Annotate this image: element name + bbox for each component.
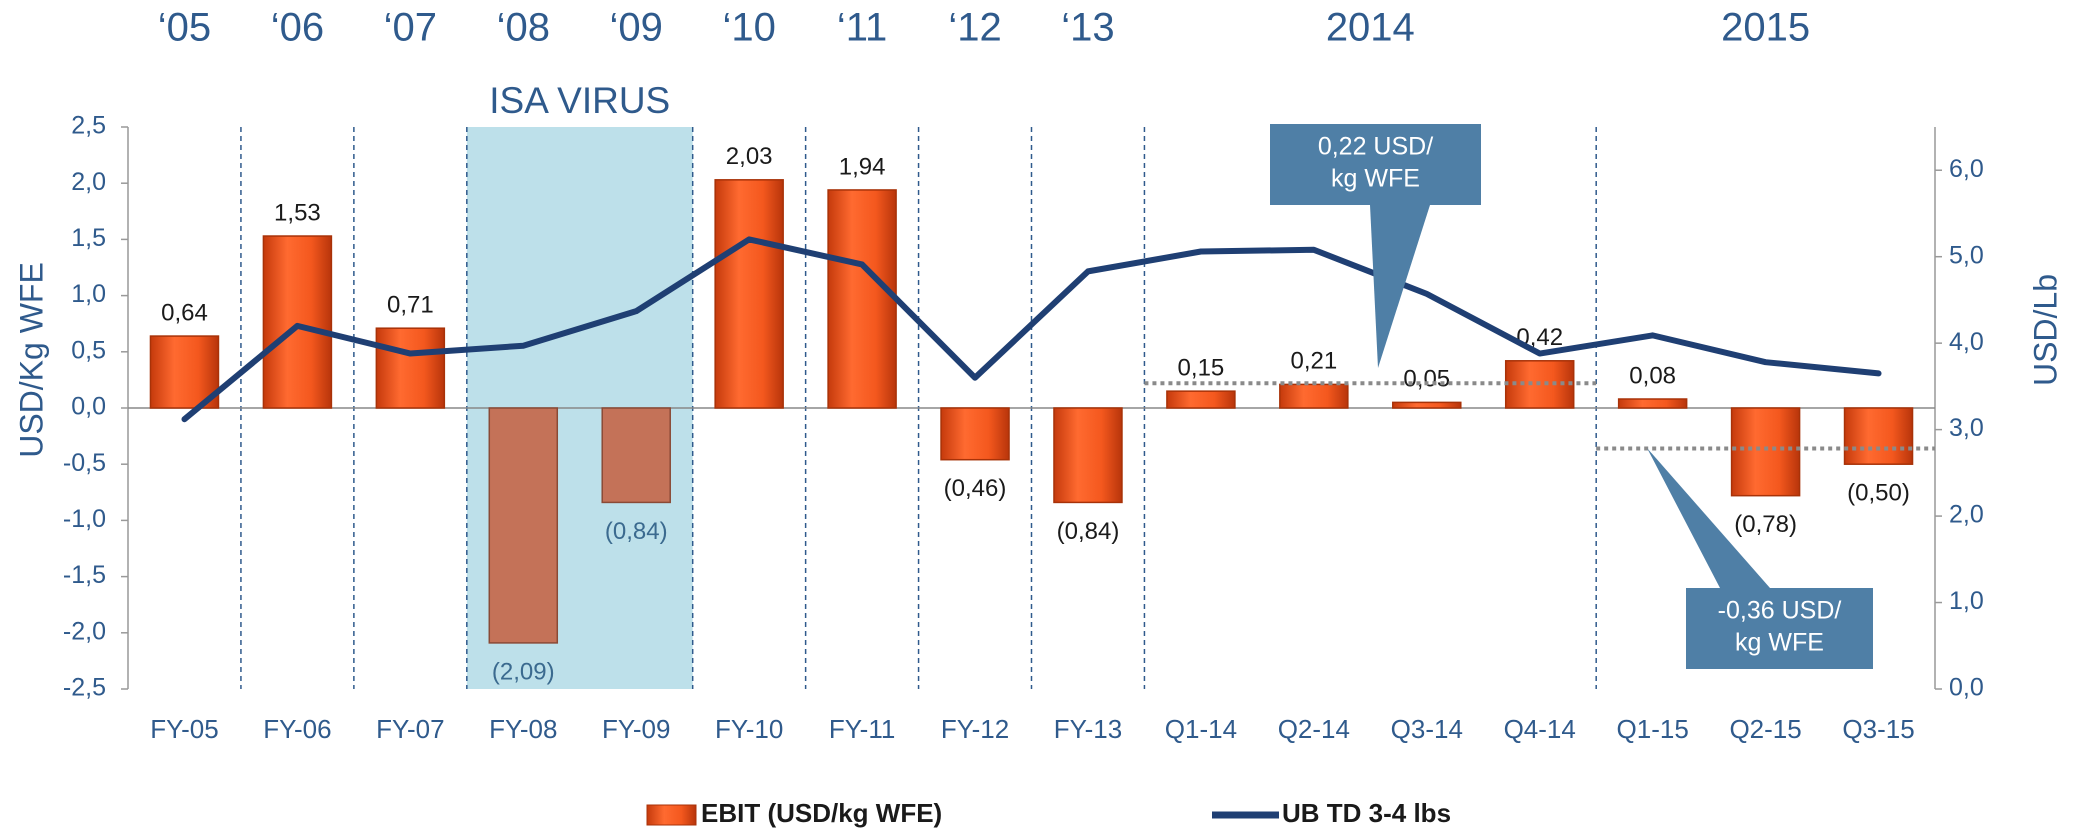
y-tick-label: 2,5 <box>71 112 106 140</box>
bar <box>262 235 333 409</box>
x-tick-label: FY-09 <box>602 714 670 744</box>
bar <box>1053 407 1123 504</box>
x-tick-label: FY-13 <box>1054 714 1122 744</box>
period-label: ‘10 <box>722 6 775 50</box>
y2-tick-label: 6,0 <box>1949 155 1984 183</box>
y-axis-label: USD/Kg WFE <box>13 262 49 458</box>
bar <box>1392 401 1462 409</box>
x-tick-label: Q1-15 <box>1617 714 1689 744</box>
y-tick-label: 1,5 <box>71 224 106 252</box>
x-tick-label: FY-08 <box>489 714 557 744</box>
x-tick-label: FY-07 <box>376 714 444 744</box>
x-tick-label: FY-11 <box>829 714 896 744</box>
x-tick-label: FY-06 <box>263 714 331 744</box>
y-tick-label: -1,5 <box>63 561 106 589</box>
y2-tick-label: 3,0 <box>1949 414 1984 442</box>
bar <box>488 407 559 644</box>
value-label: 0,64 <box>161 299 208 326</box>
x-tick-label: Q4-14 <box>1504 714 1576 744</box>
y-tick-label: 1,0 <box>71 280 106 308</box>
y-tick-label: -1,0 <box>63 505 106 533</box>
callout-box <box>1270 124 1481 205</box>
y-tick-label: 0,5 <box>71 336 106 364</box>
value-label: (2,09) <box>492 658 555 685</box>
value-label: 0,05 <box>1403 366 1450 393</box>
bar <box>714 179 784 409</box>
bar <box>827 189 897 409</box>
y2-tick-label: 5,0 <box>1949 241 1984 269</box>
period-label: 2015 <box>1721 6 1810 50</box>
bar <box>940 407 1010 461</box>
value-label: 0,08 <box>1629 362 1676 389</box>
period-label: ‘11 <box>837 6 887 50</box>
bar <box>1279 383 1349 409</box>
period-label: ‘06 <box>271 6 324 50</box>
period-label: ‘05 <box>158 6 211 50</box>
period-label: 2014 <box>1326 6 1415 50</box>
period-label: ‘13 <box>1061 6 1114 50</box>
period-label: ‘09 <box>610 6 663 50</box>
value-label: 0,71 <box>387 292 434 319</box>
period-label: ‘08 <box>497 6 550 50</box>
y2-tick-label: 4,0 <box>1949 328 1984 356</box>
line-series <box>181 236 1882 423</box>
value-label: 1,94 <box>839 153 886 180</box>
y-tick-label: -0,5 <box>63 449 106 477</box>
bar <box>1617 398 1688 409</box>
y-tick-label: -2,0 <box>63 617 106 645</box>
legend-label: UB TD 3-4 lbs <box>1282 798 1451 828</box>
x-tick-label: FY-10 <box>715 714 783 744</box>
legend-swatch <box>646 804 697 826</box>
value-label: 1,53 <box>274 199 321 226</box>
callout-pointer <box>1370 205 1430 368</box>
callout-pointer <box>1647 448 1770 588</box>
y-tick-label: -2,5 <box>63 674 106 702</box>
legend-label: EBIT (USD/kg WFE) <box>701 798 942 828</box>
x-tick-label: Q2-15 <box>1729 714 1801 744</box>
value-label: 0,15 <box>1178 354 1225 381</box>
callout-text: 0,22 USD/ <box>1318 133 1433 161</box>
bar <box>601 407 671 504</box>
bar <box>1843 407 1914 465</box>
y-tick-label: 2,0 <box>71 168 106 196</box>
x-tick-label: Q1-14 <box>1165 714 1237 744</box>
x-tick-label: Q3-15 <box>1842 714 1914 744</box>
callout-text: kg WFE <box>1331 165 1420 193</box>
bar <box>1166 390 1236 409</box>
bar <box>375 327 446 409</box>
y2-tick-label: 1,0 <box>1949 587 1984 615</box>
callout-text: -0,36 USD/ <box>1718 597 1842 625</box>
period-label: ‘12 <box>948 6 1001 50</box>
x-tick-label: Q2-14 <box>1278 714 1350 744</box>
y-tick-label: 0,0 <box>71 393 106 421</box>
x-tick-label: FY-12 <box>941 714 1009 744</box>
value-label: (0,84) <box>605 518 668 545</box>
value-label: (0,84) <box>1057 518 1120 545</box>
bar <box>1730 407 1801 497</box>
highlight-label: ISA VIRUS <box>489 80 670 121</box>
value-label: (0,50) <box>1847 480 1910 507</box>
y2-tick-label: 2,0 <box>1949 501 1984 529</box>
y2-axis-label: USD/Lb <box>2027 274 2063 386</box>
value-label: 2,03 <box>726 143 773 170</box>
callout-text: kg WFE <box>1735 629 1824 657</box>
x-tick-label: Q3-14 <box>1391 714 1463 744</box>
callout-box <box>1686 588 1873 669</box>
value-label: 0,21 <box>1290 348 1337 375</box>
period-label: ‘07 <box>384 6 437 50</box>
x-tick-label: FY-05 <box>150 714 218 744</box>
bar <box>149 335 220 409</box>
value-label: (0,46) <box>944 475 1007 502</box>
y2-tick-label: 0,0 <box>1949 674 1984 702</box>
value-label: (0,78) <box>1734 511 1797 538</box>
